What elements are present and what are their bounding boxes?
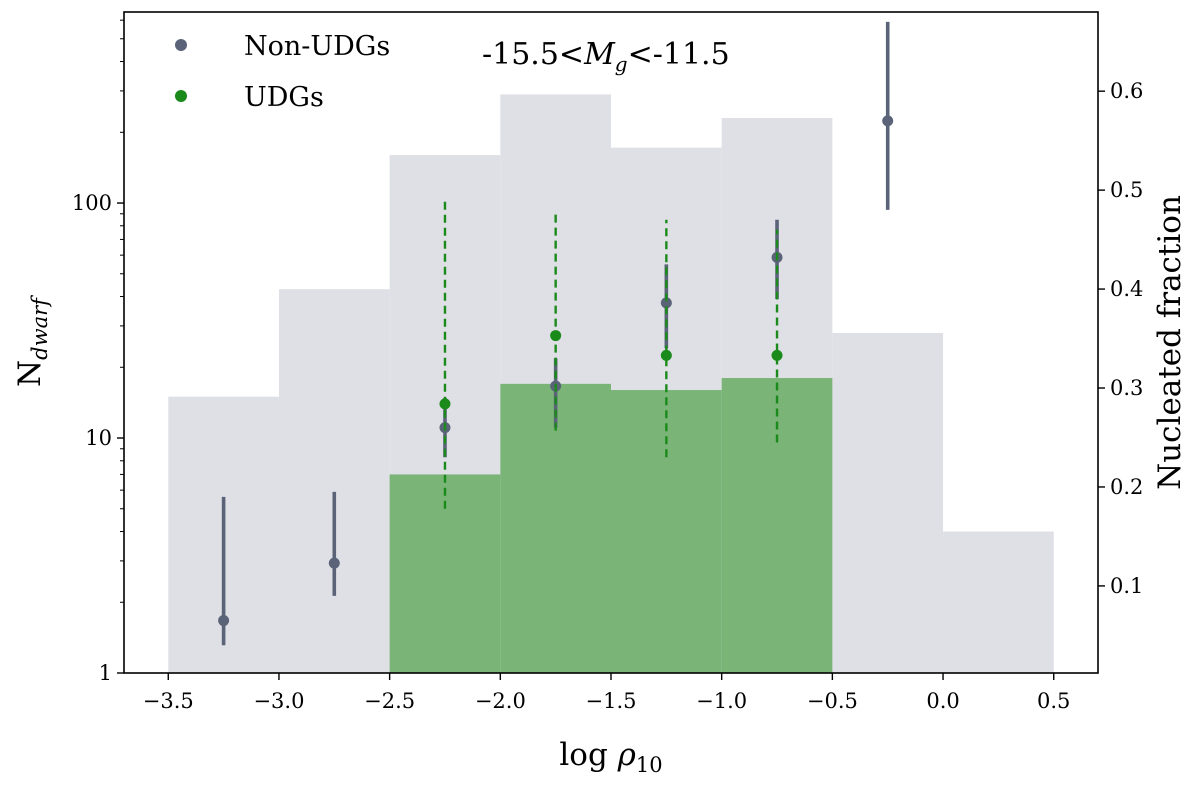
data-point-non-udgs xyxy=(328,557,340,569)
histogram-bar-udgs xyxy=(611,390,722,673)
annotation-symbol: M xyxy=(583,37,616,72)
x-tick-label: −3.0 xyxy=(253,689,304,713)
histogram-bar-udgs xyxy=(500,383,611,673)
x-axis-label-symbol: ρ xyxy=(617,737,636,773)
legend-label-non-udgs: Non-UDGs xyxy=(244,31,390,62)
x-tick-label: −2.0 xyxy=(475,689,526,713)
y2-tick-label: 0.4 xyxy=(1110,277,1143,301)
data-point-non-udgs xyxy=(882,115,894,127)
error-bars xyxy=(218,21,894,646)
histogram-bars xyxy=(168,94,1054,673)
x-axis-ticks: −3.5 −3.0 −2.5 −2.0 −1.5 −1.0 −0.5 0.0 0.5 xyxy=(143,673,1070,713)
y2-axis-ticks: 0.1 0.2 0.3 0.4 0.5 0.6 xyxy=(1098,79,1143,598)
y-tick-label: 1 xyxy=(99,661,112,685)
legend-marker-udgs xyxy=(175,90,187,102)
annotation-prefix: -15.5< xyxy=(482,37,584,72)
data-point-non-udgs xyxy=(218,615,230,627)
annotation-subscript: g xyxy=(615,52,628,76)
y-axis-label-subscript: dwarf xyxy=(28,295,52,360)
y2-tick-label: 0.3 xyxy=(1110,376,1143,400)
data-point-udgs xyxy=(660,349,672,361)
data-point-udgs xyxy=(550,330,562,342)
y2-tick-label: 0.1 xyxy=(1110,574,1143,598)
x-tick-label: 0.5 xyxy=(1037,689,1070,713)
y-axis-ticks: 1 10 100 xyxy=(72,19,124,685)
y-tick-label: 100 xyxy=(72,191,112,215)
data-point-non-udgs xyxy=(660,297,672,309)
x-tick-label: 0.0 xyxy=(926,689,959,713)
x-axis-label: log ρ10 xyxy=(559,737,662,777)
x-tick-label: −3.5 xyxy=(143,689,194,713)
histogram-bar-non-udgs xyxy=(832,332,944,673)
y-axis-label: Ndwarf xyxy=(12,295,52,387)
y-axis-label-prefix: N xyxy=(12,360,48,387)
data-point-udgs xyxy=(771,349,783,361)
legend-label-udgs: UDGs xyxy=(244,82,324,113)
x-tick-label: −1.5 xyxy=(586,689,637,713)
legend: Non-UDGs UDGs xyxy=(175,31,390,113)
magnitude-range-annotation: -15.5<Mg<-11.5 xyxy=(482,37,730,76)
y2-tick-label: 0.5 xyxy=(1110,178,1143,202)
histogram-bar-non-udgs xyxy=(943,531,1054,673)
annotation-suffix: <-11.5 xyxy=(628,37,730,72)
legend-marker-non-udgs xyxy=(175,39,187,51)
data-point-udgs xyxy=(439,398,451,410)
x-axis-label-prefix: log xyxy=(559,737,617,773)
histogram-bar-non-udgs xyxy=(278,289,390,673)
x-axis-label-subscript: 10 xyxy=(636,753,663,777)
x-tick-label: −2.5 xyxy=(364,689,415,713)
x-tick-label: −0.5 xyxy=(807,689,858,713)
y2-tick-label: 0.6 xyxy=(1110,79,1143,103)
y2-tick-label: 0.2 xyxy=(1110,475,1143,499)
y-tick-label: 10 xyxy=(85,426,112,450)
x-tick-label: −1.0 xyxy=(696,689,747,713)
y2-axis-label: Nucleated fraction xyxy=(1152,195,1188,490)
